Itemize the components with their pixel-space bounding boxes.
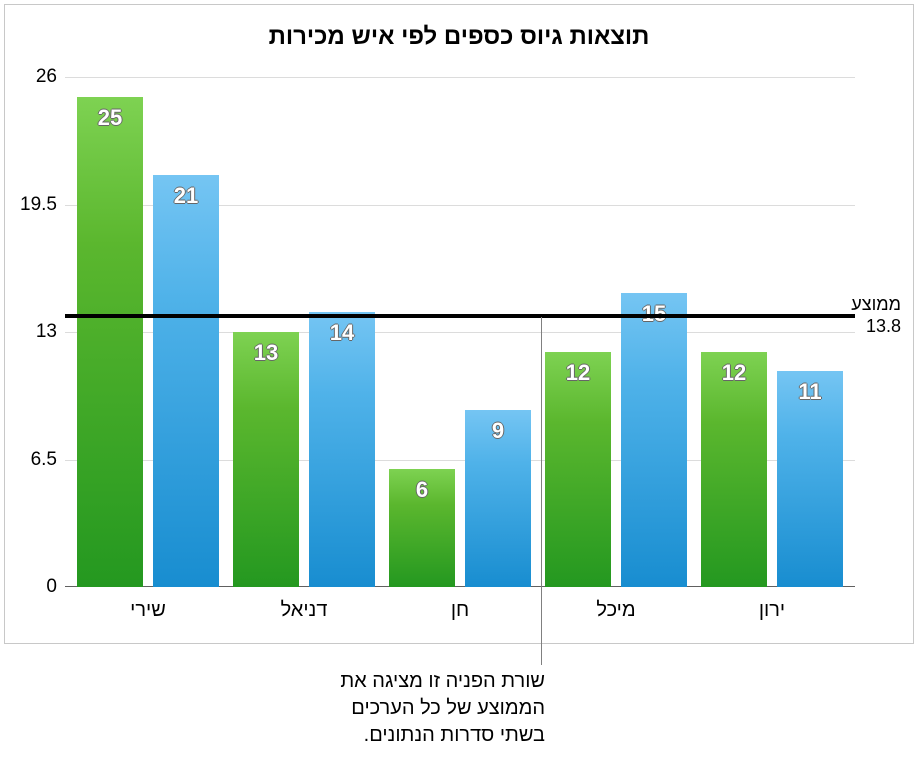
- gridline: [65, 77, 855, 78]
- bar: 12: [545, 352, 611, 587]
- bar-value-label: 25: [77, 105, 143, 131]
- average-label-value: 13.8: [851, 316, 901, 338]
- bar: 9: [465, 410, 531, 587]
- bar-value-label: 14: [309, 320, 375, 346]
- y-axis: 06.51319.526: [5, 77, 65, 587]
- callout-leader-line: [541, 317, 542, 665]
- bar-value-label: 13: [233, 340, 299, 366]
- x-axis-label: מיכל: [596, 599, 635, 622]
- y-tick-label: 0: [46, 576, 57, 598]
- bar: 21: [153, 175, 219, 587]
- y-tick-label: 13: [36, 321, 57, 343]
- x-axis-label: שירי: [130, 599, 166, 622]
- x-axis-label: דניאל: [281, 599, 328, 622]
- average-line: [65, 314, 855, 318]
- bar-value-label: 9: [465, 418, 531, 444]
- bar: 6: [389, 469, 455, 587]
- callout-line3: בשתי סדרות הנתונים.: [340, 722, 545, 749]
- callout-line2: הממוצע של כל הערכים: [340, 695, 545, 722]
- average-label-name: ממוצע: [851, 294, 901, 316]
- bar-value-label: 11: [777, 379, 843, 405]
- x-axis-label: ירון: [759, 599, 785, 622]
- y-tick-label: 19.5: [20, 194, 57, 216]
- y-tick-label: 26: [36, 66, 57, 88]
- bar-value-label: 12: [701, 360, 767, 386]
- callout-line1: שורת הפניה זו מציגה את: [340, 668, 545, 695]
- bar-value-label: 6: [389, 477, 455, 503]
- x-axis-label: חן: [451, 599, 469, 622]
- plot-area: 2521שירי1314דניאל69חן1215מיכל1211ירון: [65, 77, 855, 587]
- chart-container: תוצאות גיוס כספים לפי איש מכירות 0 6.5 13 1…: [4, 4, 914, 644]
- bar: 11: [777, 371, 843, 587]
- bar-value-label: 12: [545, 360, 611, 386]
- bar: 13: [233, 332, 299, 587]
- bar: 12: [701, 352, 767, 587]
- callout-text: שורת הפניה זו מציגה את הממוצע של כל הערכ…: [340, 668, 545, 749]
- bar-value-label: 21: [153, 183, 219, 209]
- bar: 15: [621, 293, 687, 587]
- chart-title: תוצאות גיוס כספים לפי איש מכירות: [5, 5, 913, 51]
- bar: 14: [309, 312, 375, 587]
- y-tick-label: 6.5: [31, 449, 57, 471]
- bar: 25: [77, 97, 143, 587]
- average-line-label: ממוצע 13.8: [851, 294, 901, 337]
